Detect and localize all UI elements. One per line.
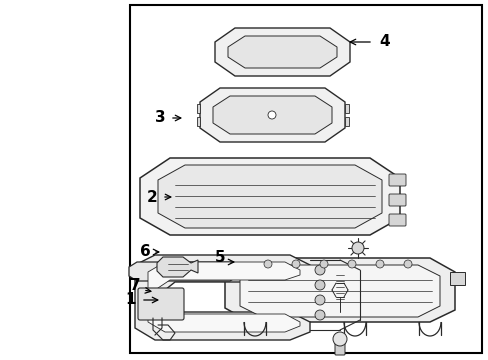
Circle shape [264, 260, 271, 268]
Text: 6: 6 [140, 244, 150, 260]
Bar [130, 5, 481, 353]
Polygon shape [213, 96, 331, 134]
Circle shape [314, 265, 325, 275]
Polygon shape [224, 258, 454, 322]
FancyBboxPatch shape [334, 339, 345, 355]
Polygon shape [345, 104, 348, 113]
Polygon shape [449, 272, 464, 285]
Circle shape [319, 260, 327, 268]
Polygon shape [197, 117, 200, 126]
Circle shape [314, 295, 325, 305]
Text: 2: 2 [146, 189, 157, 204]
Polygon shape [345, 117, 348, 126]
FancyBboxPatch shape [138, 288, 183, 320]
Text: 7: 7 [129, 278, 140, 292]
Circle shape [291, 260, 299, 268]
Circle shape [314, 280, 325, 290]
Circle shape [347, 260, 355, 268]
Polygon shape [240, 265, 439, 317]
Text: 5: 5 [214, 251, 225, 266]
Polygon shape [129, 262, 238, 281]
Polygon shape [227, 36, 336, 68]
Text: 4: 4 [379, 35, 389, 49]
Polygon shape [148, 262, 299, 332]
Text: 3: 3 [154, 111, 165, 126]
Polygon shape [200, 88, 345, 142]
Circle shape [332, 332, 346, 346]
Text: 1: 1 [125, 292, 136, 307]
FancyBboxPatch shape [388, 214, 405, 226]
Polygon shape [215, 28, 349, 76]
Polygon shape [135, 255, 309, 340]
Circle shape [403, 260, 411, 268]
Polygon shape [197, 104, 200, 113]
FancyBboxPatch shape [388, 194, 405, 206]
Circle shape [375, 260, 383, 268]
Circle shape [267, 111, 275, 119]
Polygon shape [158, 165, 381, 228]
Circle shape [314, 310, 325, 320]
Circle shape [351, 242, 363, 254]
FancyBboxPatch shape [388, 174, 405, 186]
Polygon shape [140, 158, 399, 235]
Polygon shape [157, 257, 198, 277]
